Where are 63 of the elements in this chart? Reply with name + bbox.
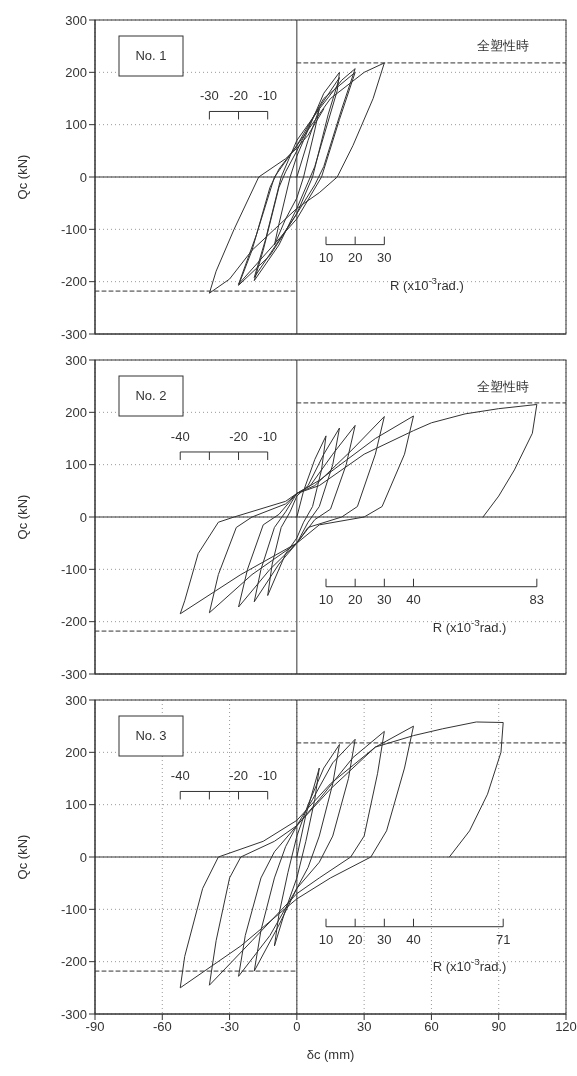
y-axis-title: Qc (kN) — [14, 494, 30, 540]
x-tick-label: -90 — [85, 1019, 105, 1035]
y-tick-label: -300 — [60, 1006, 87, 1022]
y-tick-label: 200 — [65, 64, 87, 80]
y-tick-label: -100 — [60, 561, 87, 577]
x-tick-label: 60 — [424, 1019, 439, 1035]
annotation: 20 — [347, 592, 363, 608]
annotation: 30 — [377, 932, 392, 948]
annotation: 全塑性時 — [477, 379, 530, 395]
y-tick-label: 100 — [65, 797, 87, 813]
y-tick-label: 100 — [65, 117, 87, 133]
annotation: 10 — [318, 250, 334, 266]
y-tick-label: 0 — [79, 509, 87, 525]
y-tick-label: 0 — [79, 169, 87, 185]
annotation: -10 — [258, 88, 278, 104]
annotation: -20 — [229, 429, 248, 445]
annotation: R (x10$^{-3}$rad.) — [432, 617, 507, 636]
y-tick-label: -100 — [60, 901, 87, 917]
y-tick-label: 200 — [65, 744, 87, 760]
y-tick-label: -300 — [60, 666, 87, 682]
annotation: 40 — [406, 592, 421, 608]
y-axis-title: Qc (kN) — [14, 834, 30, 880]
annotation: 83 — [529, 592, 545, 608]
x-tick-label: 90 — [491, 1019, 506, 1035]
annotation: -40 — [170, 768, 190, 784]
x-tick-label: 120 — [555, 1019, 577, 1035]
annotation: R (x10$^{-3}$rad.) — [390, 275, 464, 294]
y-tick-label: 300 — [65, 12, 87, 28]
y-tick-label: 100 — [65, 457, 87, 473]
x-tick-label: -60 — [152, 1019, 172, 1035]
annotation: No. 3 — [135, 728, 167, 744]
annotation: R (x10$^{-3}$rad.) — [432, 956, 507, 975]
annotation: 20 — [347, 250, 363, 266]
annotation: -20 — [229, 768, 248, 784]
x-tick-label: 30 — [356, 1019, 372, 1035]
x-axis-title: δc (mm) — [306, 1047, 355, 1062]
annotation: -10 — [258, 768, 278, 784]
y-tick-label: 200 — [65, 404, 87, 420]
annotation: 全塑性時 — [477, 38, 530, 54]
y-tick-label: -100 — [60, 221, 87, 237]
annotation: No. 1 — [135, 48, 167, 64]
annotation: 30 — [377, 592, 392, 608]
annotation: 71 — [495, 932, 511, 948]
annotation: 20 — [347, 932, 363, 948]
annotation: 30 — [377, 250, 392, 266]
annotation: 10 — [318, 592, 334, 608]
y-tick-label: -200 — [60, 614, 87, 630]
annotation: -10 — [258, 429, 278, 445]
y-tick-label: -200 — [60, 954, 87, 970]
annotation: -30 — [199, 88, 219, 104]
annotation: 40 — [406, 932, 421, 948]
annotation: No. 2 — [135, 388, 167, 404]
y-axis-title: Qc (kN) — [14, 154, 30, 200]
annotation: 10 — [318, 932, 334, 948]
annotation: -40 — [170, 429, 190, 445]
y-tick-label: 0 — [79, 849, 87, 865]
x-tick-label: -30 — [220, 1019, 239, 1035]
y-tick-label: -300 — [60, 326, 87, 342]
y-tick-label: 300 — [65, 352, 87, 368]
annotation: -20 — [229, 88, 248, 104]
y-tick-label: -200 — [60, 274, 87, 290]
y-tick-label: 300 — [65, 692, 87, 708]
x-tick-label: 0 — [293, 1019, 301, 1035]
